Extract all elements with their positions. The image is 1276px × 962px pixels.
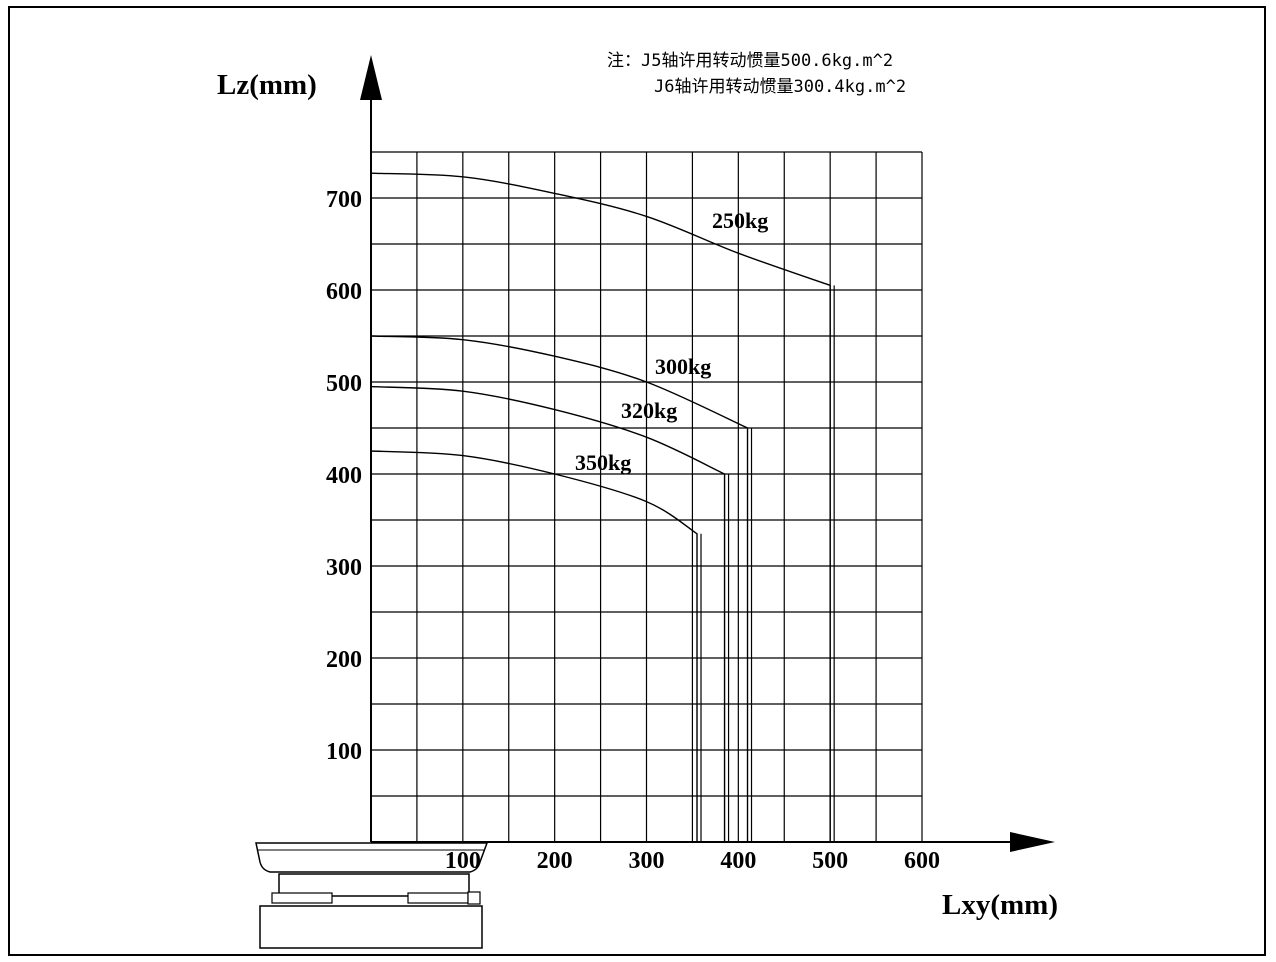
note-line-2: J6轴许用转动惯量300.4kg.m^2 [654, 77, 906, 97]
x-tick-label: 200 [537, 848, 573, 874]
y-tick-label: 700 [326, 187, 362, 213]
series-group [370, 172, 835, 842]
y-axis-arrow [360, 55, 382, 100]
y-axis-label: Lz(mm) [217, 69, 317, 101]
x-tick-label: 400 [720, 848, 756, 874]
label-group: 100 200 300 400 500 600 100 200 300 400 500 600 700 2… [326, 187, 940, 874]
y-tick-label: 300 [326, 555, 362, 581]
x-axis-arrow [1010, 832, 1055, 852]
grid [371, 151, 923, 842]
x-tick-label: 500 [812, 848, 848, 874]
y-tick-label: 600 [326, 279, 362, 305]
x-tick-label: 100 [445, 848, 481, 874]
y-tick-label: 500 [326, 371, 362, 397]
series-line-250kg [370, 172, 831, 842]
y-tick-label: 100 [326, 739, 362, 765]
series-label-250kg: 250kg [712, 208, 768, 233]
x-axis-label: Lxy(mm) [942, 889, 1058, 921]
series-label-300kg: 300kg [655, 354, 711, 379]
series-line-320kg [370, 385, 726, 842]
note-line-1: 注：J5轴许用转动惯量500.6kg.m^2 [607, 51, 893, 71]
series-line-350kg [370, 450, 698, 842]
axes [360, 55, 1055, 852]
robot-base-drawing [255, 842, 489, 949]
y-tick-label: 400 [326, 463, 362, 489]
series-label-350kg: 350kg [575, 450, 631, 475]
series-label-320kg: 320kg [621, 398, 677, 423]
y-tick-label: 200 [326, 647, 362, 673]
x-tick-label: 300 [629, 848, 665, 874]
x-tick-label: 600 [904, 848, 940, 874]
figure-frame [8, 6, 1266, 956]
series-line-300kg [370, 335, 749, 842]
